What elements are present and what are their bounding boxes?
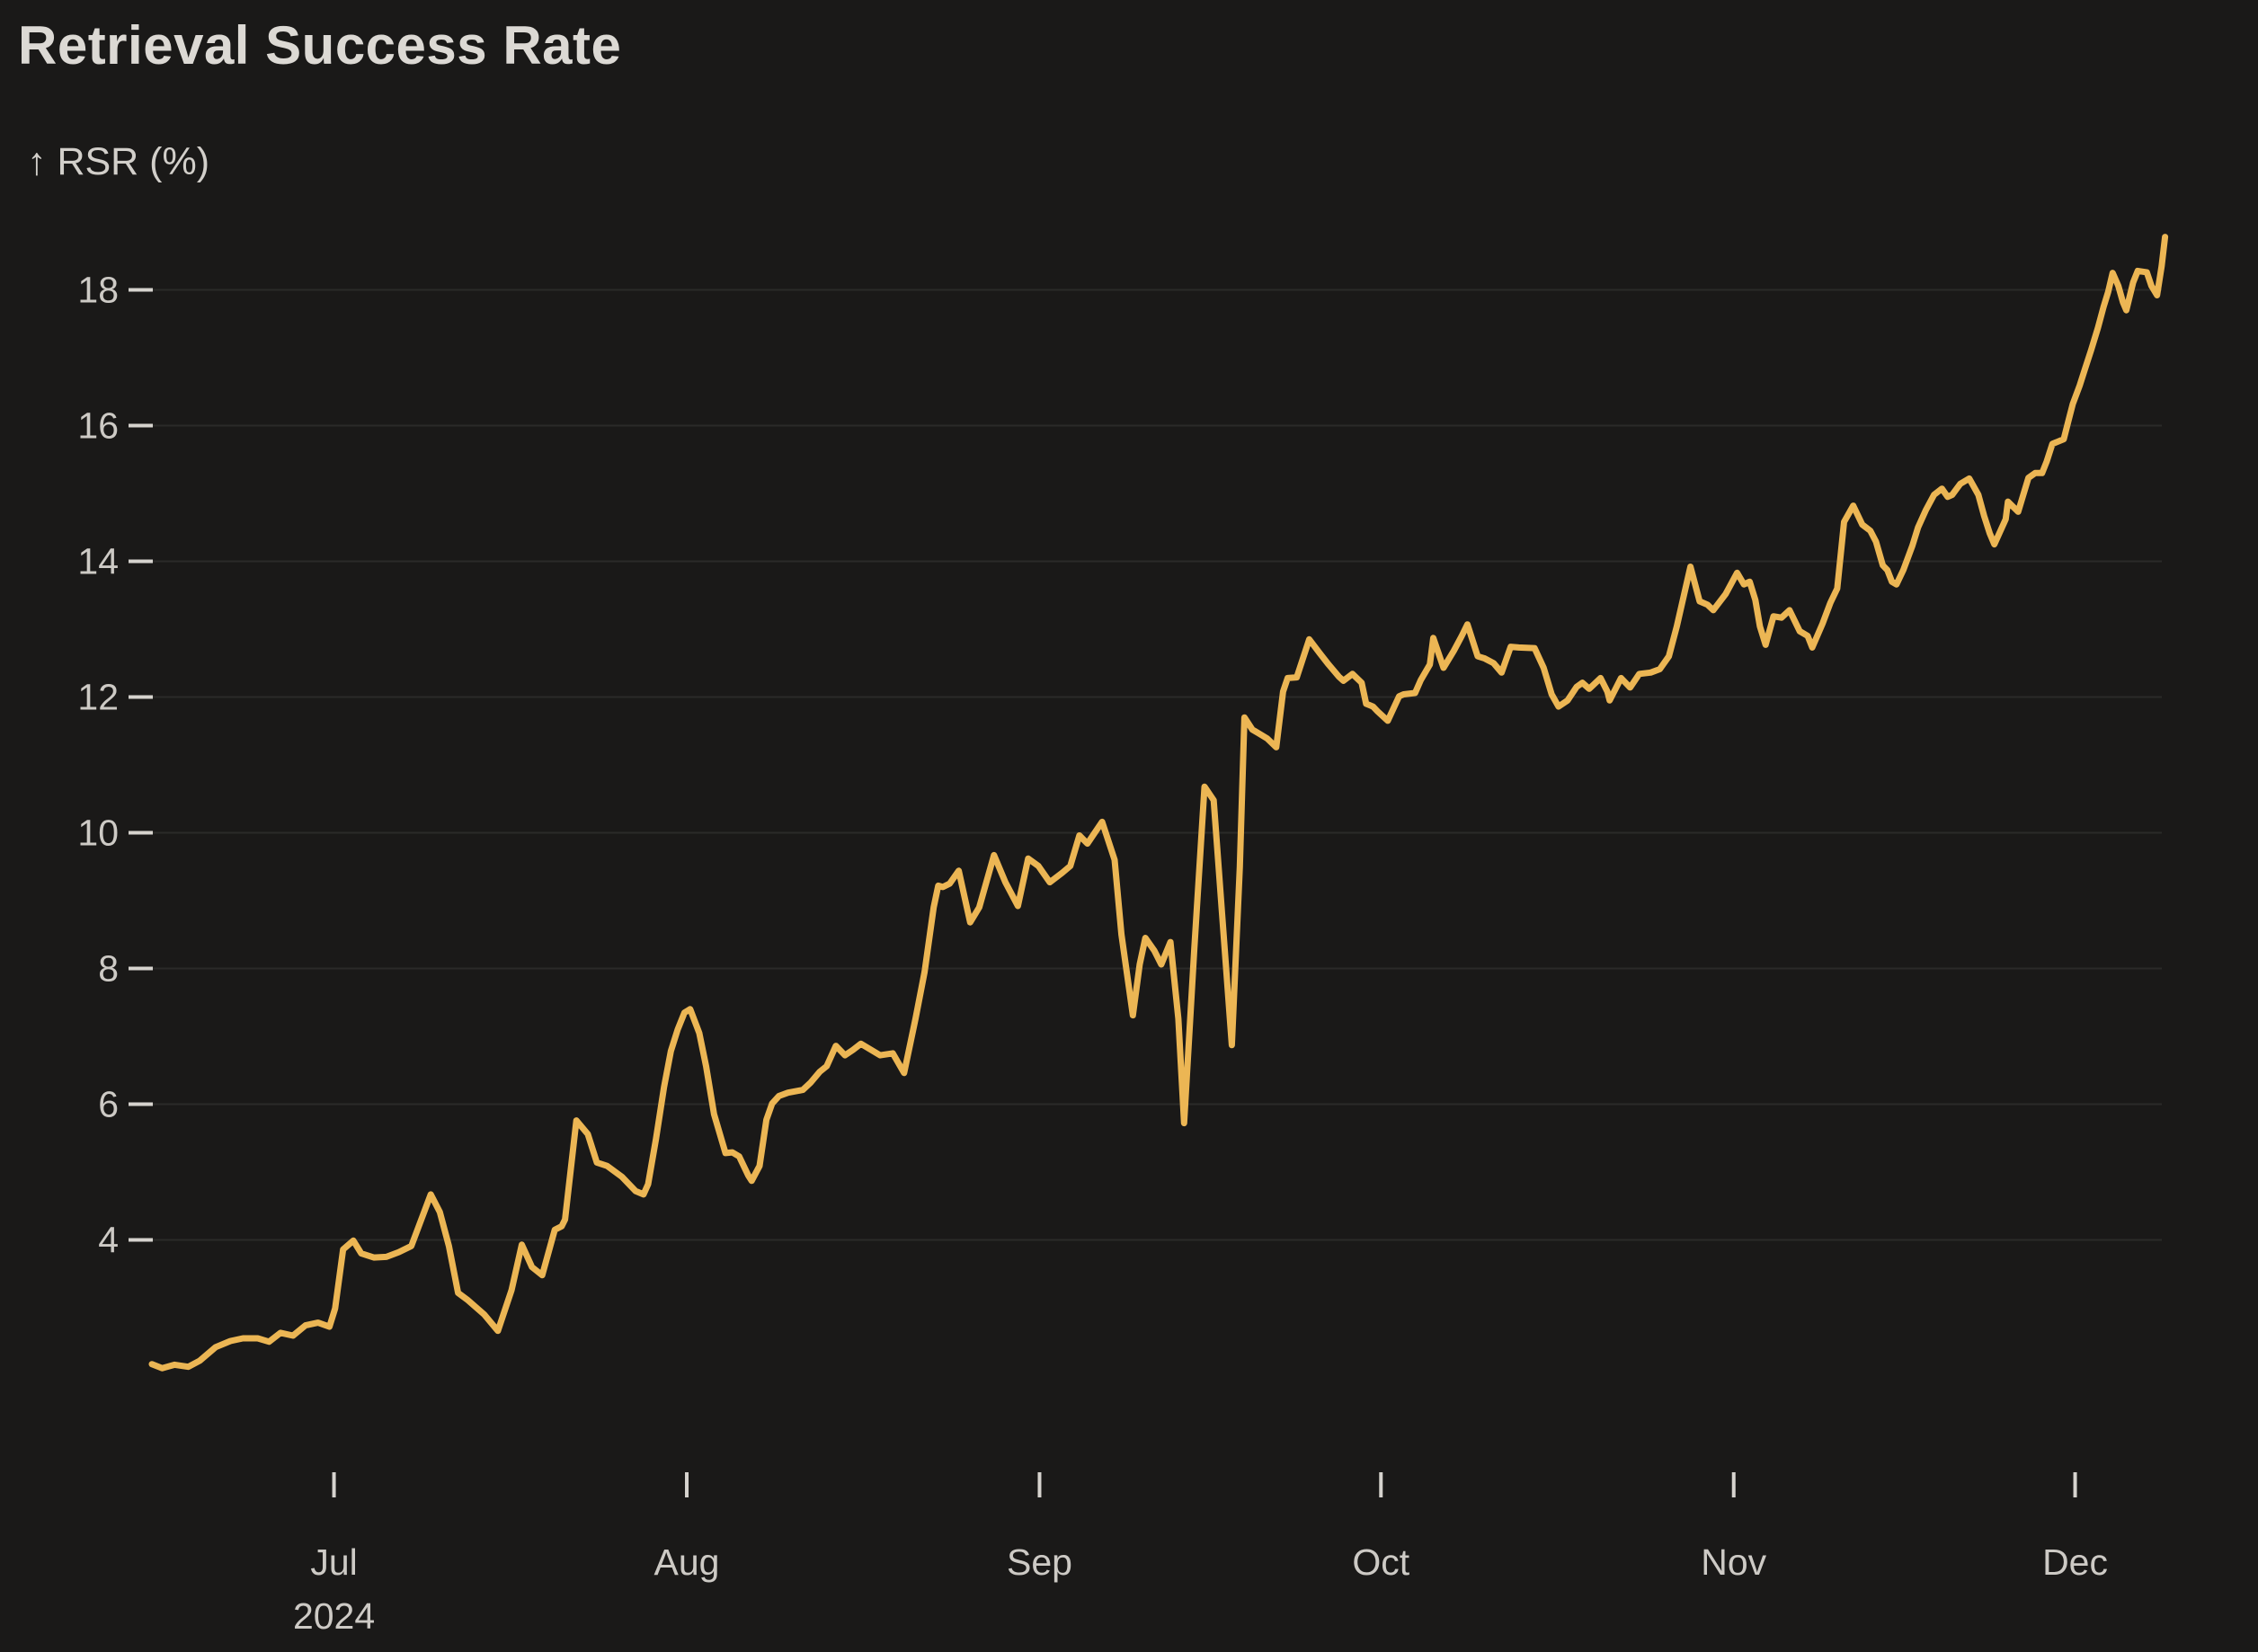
x-tick-label: Nov: [1701, 1541, 1766, 1583]
x-tick-label: Aug: [654, 1541, 720, 1583]
x-tick-label: Oct: [1352, 1541, 1409, 1583]
chart-title: Retrieval Success Rate: [18, 15, 622, 75]
x-tick-year: 2024: [293, 1595, 375, 1637]
y-tick-label: 4: [98, 1220, 119, 1261]
ticks-layer: [129, 288, 2077, 1497]
y-tick-label: 10: [77, 813, 119, 854]
y-tick-label: 8: [98, 948, 119, 990]
gridlines-layer: [151, 289, 2162, 1241]
y-tick-label: 16: [77, 405, 119, 447]
y-axis-label: ↑ RSR (%): [27, 140, 210, 183]
y-tick-label: 6: [98, 1084, 119, 1125]
x-tick-label: Sep: [1007, 1541, 1072, 1583]
tick-labels-layer: 4 6 8 10 12 14 16 18 Jul 2024 Aug Sep Oct Nov Dec: [77, 270, 2108, 1638]
x-tick-label: Jul: [310, 1541, 357, 1583]
x-tick-label: Dec: [2042, 1541, 2108, 1583]
rsr-series-line: [148, 234, 2169, 1372]
y-tick-label: 18: [77, 270, 119, 311]
y-tick-label: 14: [77, 541, 119, 582]
y-tick-label: 12: [77, 677, 119, 718]
series-layer: [148, 234, 2169, 1372]
